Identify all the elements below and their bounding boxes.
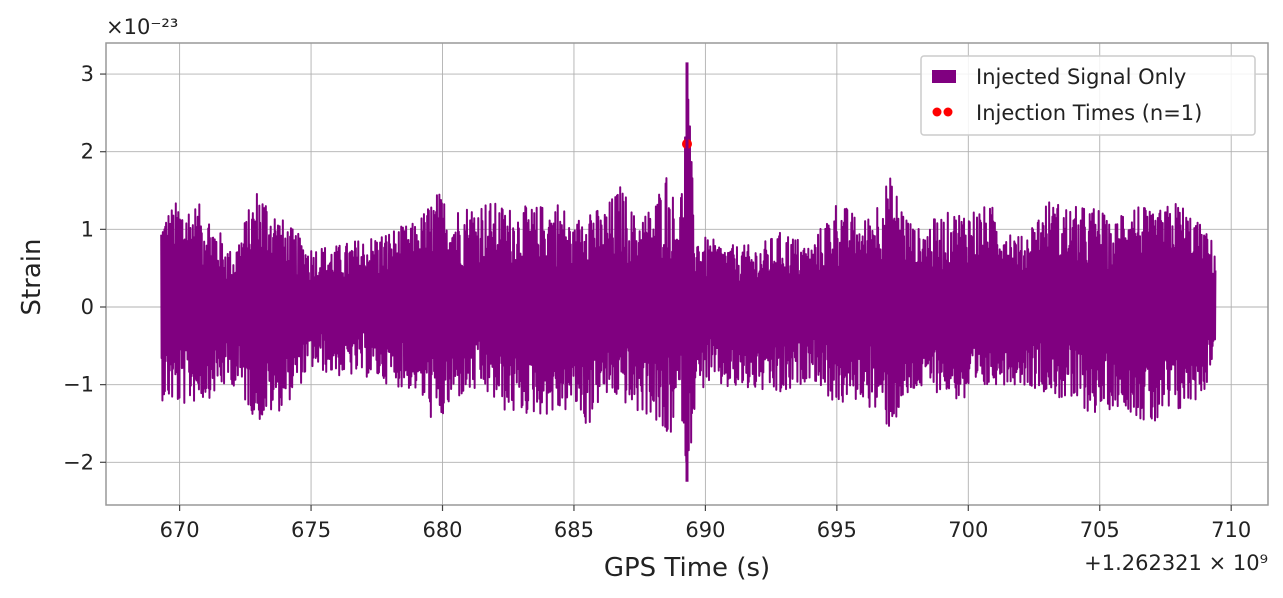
y-tick-label: 3 (81, 62, 94, 86)
y-axis-ticks: −2 −1 0 1 2 3 (63, 62, 106, 474)
legend-marker-injection-2 (943, 107, 953, 117)
legend: Injected Signal Only Injection Times (n=… (920, 55, 1256, 136)
x-tick-label: 680 (422, 518, 462, 542)
y-tick-label: −2 (63, 450, 94, 474)
y-tick-label: −1 (63, 373, 94, 397)
x-tick-label: 670 (160, 518, 200, 542)
x-tick-label: 705 (1080, 518, 1120, 542)
x-axis-offset: +1.262321 × 10⁹ (1084, 551, 1268, 575)
y-axis-multiplier: ×10⁻²³ (106, 15, 178, 39)
x-tick-label: 685 (554, 518, 594, 542)
legend-swatch-signal (932, 70, 956, 83)
plot-frame (105, 42, 1269, 506)
plot-area (160, 62, 1217, 482)
legend-box (920, 55, 1256, 136)
y-tick-label: 1 (81, 217, 94, 241)
x-tick-label: 690 (685, 518, 725, 542)
legend-marker-injection-1 (932, 107, 942, 117)
legend-label-signal: Injected Signal Only (976, 65, 1186, 89)
y-tick-label: 2 (81, 140, 94, 164)
x-tick-label: 695 (817, 518, 857, 542)
legend-label-injection: Injection Times (n=1) (976, 101, 1202, 125)
x-tick-label: 710 (1211, 518, 1251, 542)
y-axis-title: Strain (17, 238, 47, 315)
x-axis-ticks: 670 675 680 685 690 695 700 705 710 (160, 505, 1251, 542)
x-axis-title: GPS Time (s) (604, 553, 770, 583)
y-tick-label: 0 (81, 295, 94, 319)
x-tick-label: 675 (291, 518, 331, 542)
x-tick-label: 700 (948, 518, 988, 542)
